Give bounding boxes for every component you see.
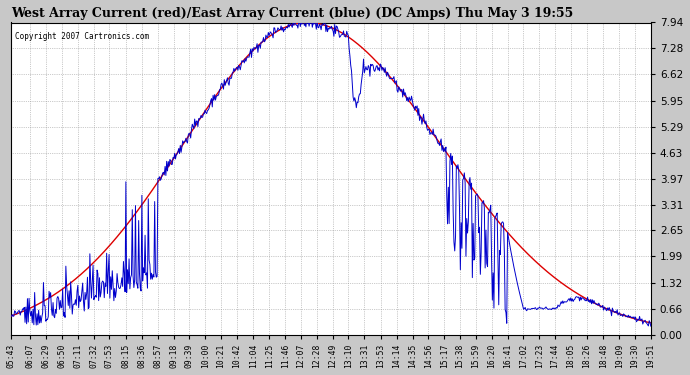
Text: West Array Current (red)/East Array Current (blue) (DC Amps) Thu May 3 19:55: West Array Current (red)/East Array Curr… [12,7,573,20]
Text: Copyright 2007 Cartronics.com: Copyright 2007 Cartronics.com [14,32,149,41]
